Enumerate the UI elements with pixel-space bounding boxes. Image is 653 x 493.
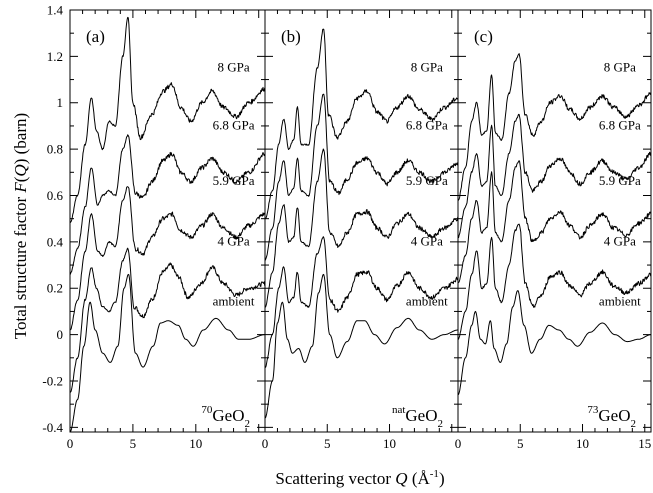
- x-tick-label: 10: [189, 436, 202, 451]
- y-tick-label: 1.2: [47, 49, 63, 64]
- series-label: 8 GPa: [411, 59, 443, 74]
- series-label: 5.9 GPa: [213, 173, 255, 188]
- series-curve: [69, 186, 266, 331]
- series-curve: [69, 273, 265, 433]
- series-label: 4 GPa: [217, 233, 249, 248]
- xlabel-unit-close: ): [439, 469, 445, 488]
- sample-label: 73GeO2: [587, 404, 636, 430]
- series-curve: [264, 148, 459, 308]
- series-curve: [69, 134, 266, 276]
- series-label: ambient: [406, 294, 448, 309]
- y-tick-label: 0.4: [47, 234, 64, 249]
- compound-name: GeO: [598, 406, 630, 425]
- x-tick-label: 5: [130, 436, 137, 451]
- x-tick-label: 10: [576, 436, 589, 451]
- y-axis: -0.4 -0.2 0 0.2 0.4 0.6 0.8 1 1.2 1.4: [42, 3, 63, 435]
- y-axis-title: Total structure factor F(Q) (barn): [11, 113, 30, 339]
- ylabel-text: Total structure factor: [11, 193, 30, 340]
- ylabel-paren: (: [11, 176, 30, 182]
- x-tick-label: 0: [455, 436, 462, 451]
- series-curve: [457, 113, 652, 239]
- panel-label: (c): [474, 27, 493, 46]
- series-label: ambient: [213, 294, 255, 309]
- compound-name: GeO: [405, 406, 437, 425]
- series-label: 8 GPa: [604, 59, 636, 74]
- y-tick-label: 0.6: [47, 188, 64, 203]
- isotope-superscript: 73: [587, 404, 599, 416]
- xlabel-unit-exponent: -1: [430, 468, 439, 480]
- ylabel-symbol-q: Q: [11, 164, 30, 176]
- series-label: 5.9 GPa: [406, 173, 448, 188]
- x-tick-label: 5: [517, 436, 524, 451]
- xlabel-unit: (Å: [408, 469, 431, 488]
- panel-label: (a): [86, 27, 105, 46]
- series-curve: [264, 93, 459, 261]
- ylabel-symbol: F: [11, 182, 30, 194]
- series-label: 6.8 GPa: [406, 117, 448, 132]
- series-curve: [457, 53, 652, 202]
- x-axis-title: Scattering vector Q (Å-1): [275, 468, 444, 488]
- panel-1: 0 5 10 ambient 4 GPa 5.9 GPa 6.8 GPa 8 GPa (a) 70…: [67, 9, 266, 451]
- series-curve: [457, 290, 651, 396]
- sample-label: natGeO2: [392, 404, 443, 430]
- series-label: 4 GPa: [411, 233, 443, 248]
- series-curve: [457, 223, 652, 340]
- x-tick-label: 0: [67, 436, 74, 451]
- isotope-superscript: 70: [201, 404, 213, 416]
- series-curve: [69, 16, 266, 224]
- y-tick-label: 0.8: [47, 142, 63, 157]
- y-tick-label: 0.2: [47, 281, 63, 296]
- sample-label: 70GeO2: [201, 404, 250, 430]
- isotope-superscript: nat: [392, 404, 405, 416]
- panel-label: (b): [281, 27, 301, 46]
- series-label: 8 GPa: [217, 59, 249, 74]
- x-tick-label: 0: [262, 436, 269, 451]
- x-tick-label: 15: [638, 436, 651, 451]
- series-curve: [264, 236, 459, 368]
- ylabel-unit: ) (barn): [11, 113, 30, 164]
- series-curve: [264, 273, 458, 419]
- y-tick-label: -0.2: [42, 373, 63, 388]
- series-label: ambient: [599, 294, 641, 309]
- compound-name: GeO: [212, 406, 244, 425]
- series-label: 6.8 GPa: [213, 117, 255, 132]
- panel-frame: [457, 9, 652, 433]
- y-tick-label: 1: [57, 95, 64, 110]
- series-curve: [264, 28, 459, 220]
- y-tick-label: 1.4: [47, 3, 64, 18]
- x-tick-label: 10: [383, 436, 396, 451]
- compound-subscript: 2: [631, 418, 637, 430]
- y-tick-label: -0.4: [42, 420, 63, 435]
- series-curve: [457, 160, 652, 284]
- x-tick-label: 5: [324, 436, 331, 451]
- compound-subscript: 2: [245, 418, 251, 430]
- compound-subscript: 2: [438, 418, 444, 430]
- series-curve: [69, 247, 266, 393]
- xlabel-symbol: Q: [395, 469, 407, 488]
- panels: 0 5 10 ambient 4 GPa 5.9 GPa 6.8 GPa 8 GPa (a) 70…: [67, 9, 652, 451]
- series-label: 4 GPa: [604, 233, 636, 248]
- y-tick-label: 0: [57, 327, 64, 342]
- panel-2: 0 5 10 ambient 4 GPa 5.9 GPa 6.8 GPa 8 GPa (b) na…: [262, 9, 459, 451]
- series-label: 6.8 GPa: [599, 117, 641, 132]
- xlabel-text: Scattering vector: [275, 469, 395, 488]
